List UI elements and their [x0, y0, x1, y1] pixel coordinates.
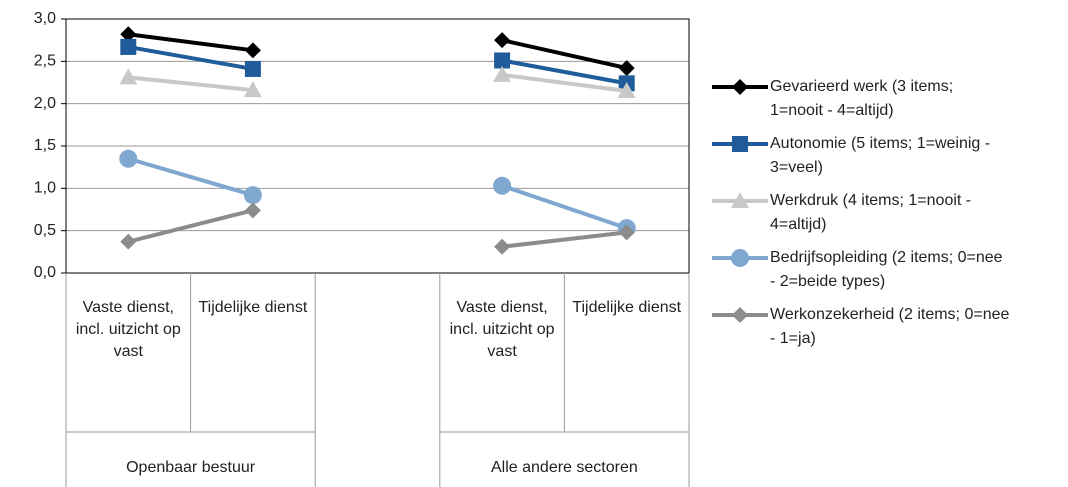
- marker: [493, 65, 512, 82]
- legend-label: Gevarieerd werk (3 items; 1=nooit - 4=al…: [770, 78, 954, 119]
- y-tick-label: 0,5: [34, 222, 56, 239]
- y-tick-label: 2,0: [34, 95, 56, 112]
- marker: [119, 149, 138, 168]
- marker: [244, 202, 261, 219]
- series-line: [128, 32, 254, 53]
- legend-label: Werkonzekerheid (2 items; 0=nee - 1=ja): [770, 306, 1010, 347]
- marker: [244, 60, 261, 77]
- marker: [732, 136, 748, 152]
- legend-item: Gevarieerd werk (3 items; 1=nooit - 4=al…: [712, 75, 1012, 123]
- marker: [119, 68, 138, 85]
- marker: [243, 186, 262, 205]
- y-tick-label: 1,0: [34, 180, 56, 197]
- series-line: [127, 44, 254, 71]
- legend-item: Autonomie (5 items; 1=weinig - 3=veel): [712, 132, 1012, 180]
- legend-swatch: [712, 136, 768, 152]
- marker: [731, 192, 749, 208]
- marker: [120, 26, 137, 43]
- series-line: [501, 38, 628, 71]
- x-tick-label: Tijdelijke dienst: [198, 299, 308, 316]
- y-tick-label: 0,0: [34, 264, 56, 281]
- x-tick-label: Vaste dienst, incl. uitzicht op vast: [75, 299, 181, 360]
- marker: [120, 233, 137, 250]
- marker: [732, 307, 748, 323]
- legend-label: Autonomie (5 items; 1=weinig - 3=veel): [770, 135, 991, 176]
- marker: [731, 249, 749, 267]
- plot-frame: [65, 18, 690, 274]
- marker: [732, 79, 748, 95]
- series-line: [501, 230, 627, 249]
- legend-swatch: [712, 307, 768, 323]
- marker: [493, 176, 512, 195]
- legend-swatch: [712, 249, 768, 267]
- legend-label: Werkdruk (4 items; 1=nooit - 4=altijd): [770, 192, 972, 233]
- legend-label: Bedrijfsopleiding (2 items; 0=nee - 2=be…: [770, 249, 1003, 290]
- marker: [618, 60, 635, 77]
- marker: [494, 52, 511, 69]
- marker: [243, 81, 262, 98]
- legend-swatch: [712, 79, 768, 95]
- group-label: Openbaar bestuur: [126, 459, 256, 476]
- marker: [618, 224, 635, 241]
- series-line: [501, 58, 628, 86]
- y-tick-label: 1,5: [34, 137, 56, 154]
- marker: [244, 42, 261, 59]
- marker: [494, 32, 511, 49]
- marker: [494, 238, 511, 255]
- legend-item: Bedrijfsopleiding (2 items; 0=nee - 2=be…: [712, 246, 1012, 294]
- legend-swatch: [712, 192, 768, 208]
- y-tick-label: 2,5: [34, 53, 56, 70]
- y-tick-label: 3,0: [34, 10, 56, 27]
- x-tick-label: Tijdelijke dienst: [572, 299, 682, 316]
- marker: [617, 81, 636, 98]
- legend-item: Werkdruk (4 items; 1=nooit - 4=altijd): [712, 189, 1012, 237]
- group-label: Alle andere sectoren: [491, 459, 638, 476]
- marker: [120, 38, 137, 55]
- series-line: [127, 156, 254, 198]
- series-line: [501, 183, 628, 231]
- legend-item: Werkonzekerheid (2 items; 0=nee - 1=ja): [712, 303, 1012, 351]
- series-line: [127, 208, 254, 244]
- x-tick-label: Vaste dienst, incl. uitzicht op vast: [449, 299, 555, 360]
- series-line: [501, 72, 627, 93]
- series-line: [128, 75, 254, 93]
